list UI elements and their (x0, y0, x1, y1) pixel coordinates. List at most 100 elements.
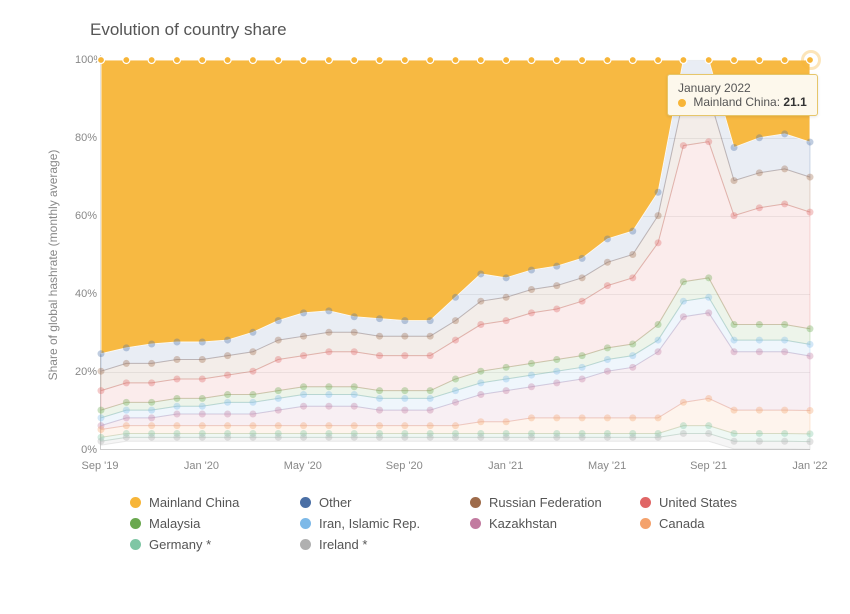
series-marker[interactable] (275, 407, 282, 414)
series-marker[interactable] (376, 57, 383, 64)
series-marker[interactable] (401, 57, 408, 64)
series-marker[interactable] (655, 212, 662, 219)
series-marker[interactable] (199, 395, 206, 402)
series-marker[interactable] (629, 251, 636, 258)
series-marker[interactable] (756, 204, 763, 211)
series-marker[interactable] (604, 344, 611, 351)
series-marker[interactable] (249, 329, 256, 336)
series-marker[interactable] (579, 255, 586, 262)
series-marker[interactable] (351, 403, 358, 410)
series-marker[interactable] (680, 313, 687, 320)
series-marker[interactable] (300, 309, 307, 316)
series-marker[interactable] (756, 337, 763, 344)
series-marker[interactable] (199, 410, 206, 417)
series-marker[interactable] (376, 387, 383, 394)
series-marker[interactable] (427, 317, 434, 324)
series-marker[interactable] (148, 360, 155, 367)
series-marker[interactable] (351, 391, 358, 398)
series-marker[interactable] (781, 321, 788, 328)
series-marker[interactable] (553, 356, 560, 363)
series-marker[interactable] (427, 333, 434, 340)
series-marker[interactable] (781, 337, 788, 344)
series-marker[interactable] (731, 144, 738, 151)
series-marker[interactable] (224, 57, 231, 64)
series-marker[interactable] (680, 298, 687, 305)
series-marker[interactable] (807, 325, 814, 332)
series-marker[interactable] (807, 139, 814, 146)
legend-item[interactable]: Russian Federation (470, 495, 640, 510)
series-marker[interactable] (756, 348, 763, 355)
series-marker[interactable] (503, 375, 510, 382)
series-marker[interactable] (629, 274, 636, 281)
series-marker[interactable] (680, 399, 687, 406)
series-marker[interactable] (376, 333, 383, 340)
series-marker[interactable] (680, 422, 687, 429)
series-marker[interactable] (123, 422, 130, 429)
series-marker[interactable] (173, 339, 180, 346)
series-marker[interactable] (351, 348, 358, 355)
legend-item[interactable]: Canada (640, 516, 810, 531)
series-marker[interactable] (98, 350, 105, 357)
series-marker[interactable] (401, 387, 408, 394)
series-marker[interactable] (249, 399, 256, 406)
series-marker[interactable] (528, 286, 535, 293)
series-marker[interactable] (123, 407, 130, 414)
series-marker[interactable] (477, 57, 484, 64)
series-marker[interactable] (300, 352, 307, 359)
series-marker[interactable] (401, 352, 408, 359)
series-marker[interactable] (579, 375, 586, 382)
series-marker[interactable] (249, 368, 256, 375)
series-marker[interactable] (477, 391, 484, 398)
series-marker[interactable] (731, 337, 738, 344)
series-marker[interactable] (123, 344, 130, 351)
series-marker[interactable] (325, 434, 332, 441)
series-marker[interactable] (629, 228, 636, 235)
series-marker[interactable] (148, 379, 155, 386)
series-marker[interactable] (427, 395, 434, 402)
series-marker[interactable] (300, 383, 307, 390)
series-marker[interactable] (148, 57, 155, 64)
series-marker[interactable] (452, 387, 459, 394)
series-marker[interactable] (731, 430, 738, 437)
series-marker[interactable] (173, 395, 180, 402)
series-marker[interactable] (503, 364, 510, 371)
series-marker[interactable] (325, 403, 332, 410)
series-marker[interactable] (553, 57, 560, 64)
series-marker[interactable] (275, 395, 282, 402)
series-marker[interactable] (249, 422, 256, 429)
series-marker[interactable] (807, 407, 814, 414)
series-marker[interactable] (427, 352, 434, 359)
series-marker[interactable] (807, 174, 814, 181)
series-marker[interactable] (224, 352, 231, 359)
series-marker[interactable] (477, 418, 484, 425)
series-marker[interactable] (655, 348, 662, 355)
series-marker[interactable] (477, 298, 484, 305)
series-marker[interactable] (376, 315, 383, 322)
series-marker[interactable] (427, 57, 434, 64)
series-marker[interactable] (199, 57, 206, 64)
series-marker[interactable] (629, 364, 636, 371)
series-marker[interactable] (249, 434, 256, 441)
series-marker[interactable] (98, 57, 105, 64)
series-marker[interactable] (452, 294, 459, 301)
series-marker[interactable] (224, 422, 231, 429)
series-marker[interactable] (325, 307, 332, 314)
series-marker[interactable] (731, 407, 738, 414)
series-marker[interactable] (553, 414, 560, 421)
series-marker[interactable] (655, 57, 662, 64)
series-marker[interactable] (427, 422, 434, 429)
series-marker[interactable] (325, 57, 332, 64)
series-marker[interactable] (452, 317, 459, 324)
series-marker[interactable] (376, 407, 383, 414)
series-marker[interactable] (503, 418, 510, 425)
series-marker[interactable] (300, 434, 307, 441)
series-marker[interactable] (98, 407, 105, 414)
series-marker[interactable] (503, 294, 510, 301)
series-marker[interactable] (123, 399, 130, 406)
series-marker[interactable] (629, 57, 636, 64)
series-marker[interactable] (173, 57, 180, 64)
series-marker[interactable] (705, 274, 712, 281)
series-marker[interactable] (148, 414, 155, 421)
series-marker[interactable] (199, 422, 206, 429)
series-marker[interactable] (579, 434, 586, 441)
